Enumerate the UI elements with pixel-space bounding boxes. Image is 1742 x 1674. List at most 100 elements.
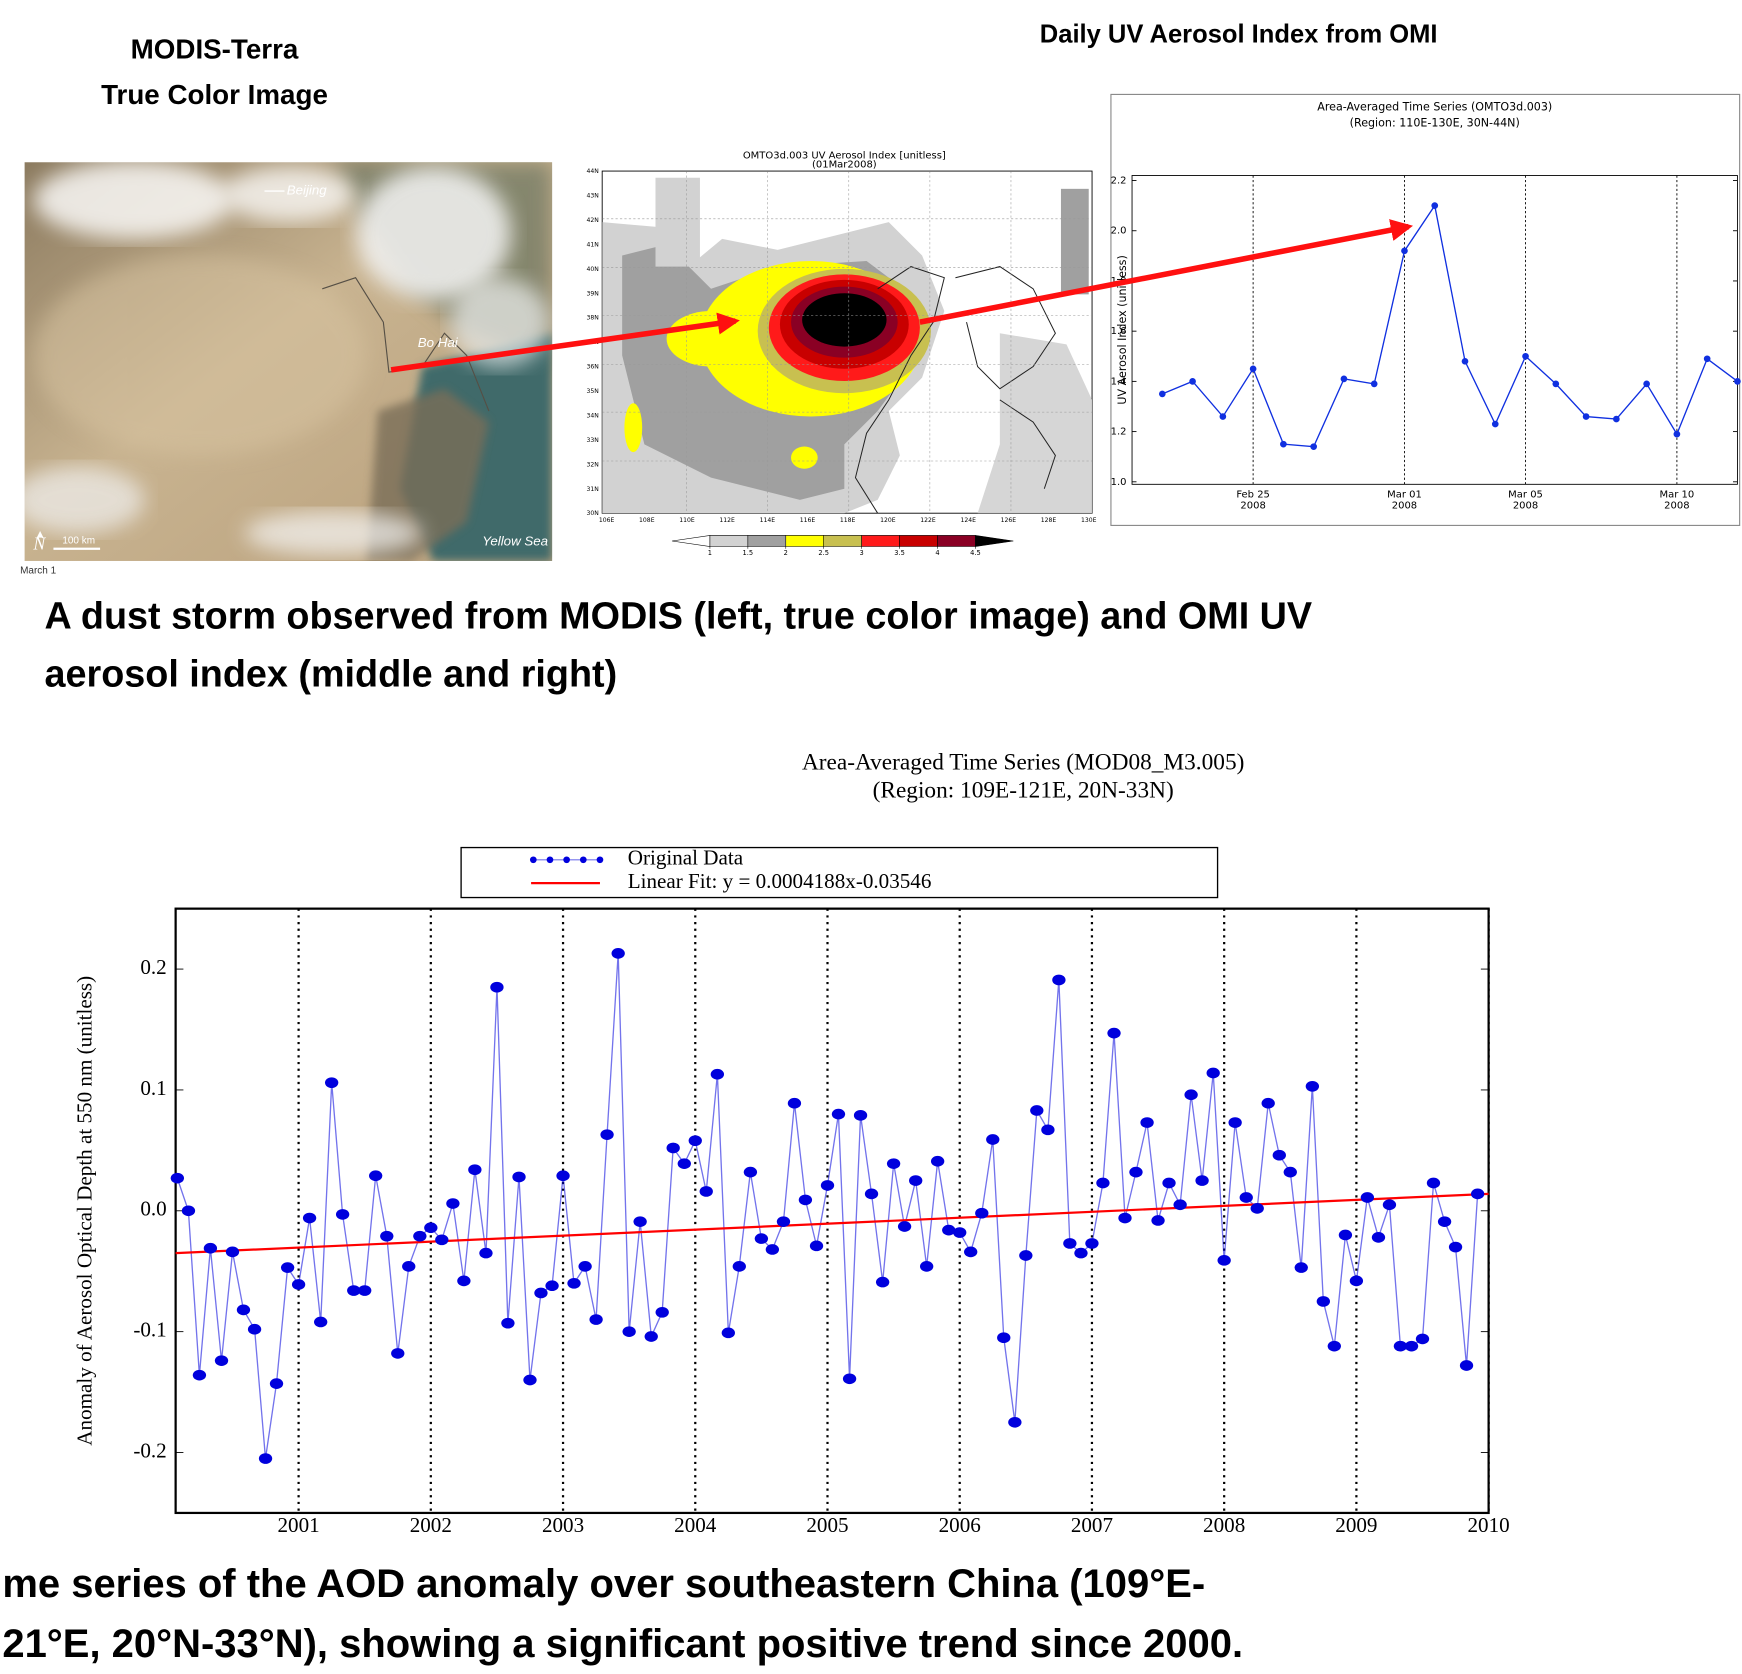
data-point — [919, 1261, 934, 1272]
data-point — [578, 1261, 592, 1272]
data-point — [997, 1332, 1011, 1344]
data-point — [986, 1134, 1000, 1145]
data-point — [1552, 380, 1560, 388]
x-tick-label: Mar 05 2008 — [1508, 489, 1543, 511]
data-point — [611, 948, 625, 959]
data-point — [1370, 380, 1378, 388]
data-point — [225, 1246, 240, 1258]
y-axis-label: UV Aerosol Index (unitless) — [1116, 255, 1129, 404]
data-point — [413, 1230, 427, 1242]
data-point — [942, 1224, 956, 1236]
data-point — [1522, 352, 1529, 360]
data-point — [622, 1326, 636, 1337]
data-point — [501, 1317, 515, 1329]
data-point — [875, 1276, 890, 1288]
data-point — [600, 1129, 614, 1140]
modis-image — [24, 162, 553, 561]
data-point — [1189, 378, 1196, 385]
lon-label: 126E — [1001, 517, 1017, 524]
data-point — [1643, 380, 1650, 388]
legend-label: Linear Fit: y = 0.0004188x-0.03546 — [628, 869, 932, 893]
data-point — [1217, 1255, 1231, 1266]
data-point — [1151, 1215, 1165, 1226]
image-label: Beijing — [287, 183, 328, 198]
data-point — [1316, 1296, 1330, 1307]
map-title: OMTO3d.003 UV Aerosol Index [unitless] — [743, 151, 946, 162]
data-point — [787, 1097, 802, 1109]
data-point — [710, 1068, 725, 1080]
lat-label: 32N — [587, 461, 599, 468]
lat-label: 40N — [587, 266, 599, 273]
data-point — [1206, 1067, 1220, 1079]
lon-label: 124E — [960, 517, 976, 524]
data-point — [776, 1216, 791, 1227]
image-date: March 1 — [20, 566, 57, 577]
data-point — [897, 1221, 912, 1232]
plot-area — [170, 948, 1489, 1464]
data-point — [534, 1287, 548, 1299]
x-tick-label: Mar 01 2008 — [1387, 489, 1422, 511]
x-tick-label: 2010 — [1468, 1513, 1510, 1537]
lon-label: 118E — [840, 517, 856, 524]
data-point — [1158, 390, 1166, 398]
chart-subtitle: (Region: 109E-121E, 20N-33N) — [873, 777, 1174, 803]
data-point — [236, 1304, 251, 1316]
data-point — [842, 1373, 857, 1385]
data-point — [589, 1314, 603, 1325]
data-point — [1118, 1212, 1132, 1224]
data-point — [314, 1316, 328, 1328]
data-point — [853, 1109, 868, 1121]
modis-title: True Color Image — [101, 79, 328, 110]
data-point — [302, 1212, 317, 1224]
data-point — [964, 1246, 978, 1258]
data-point — [1470, 1188, 1485, 1200]
data-point — [1008, 1416, 1022, 1428]
lat-label: 43N — [587, 193, 599, 200]
colorbar-label: 1.5 — [743, 549, 754, 557]
lon-label: 128E — [1041, 517, 1057, 524]
image-label: 100 km — [62, 536, 95, 547]
data-point — [1404, 1340, 1419, 1352]
lat-label: 36N — [587, 364, 599, 371]
data-point — [975, 1207, 989, 1219]
data-point — [1360, 1192, 1375, 1203]
data-point — [1673, 430, 1681, 438]
lat-label: 41N — [587, 241, 599, 248]
x-tick-label: Mar 10 2008 — [1660, 489, 1695, 511]
data-point — [820, 1180, 835, 1191]
data-point — [170, 1172, 185, 1184]
data-point — [335, 1209, 350, 1220]
omi-title: Daily UV Aerosol Index from OMI — [1040, 20, 1438, 48]
y-tick-label: -0.1 — [133, 1317, 166, 1341]
data-point — [864, 1188, 879, 1200]
data-point — [1703, 355, 1711, 363]
lat-label: 44N — [587, 168, 599, 175]
data-point — [1327, 1340, 1341, 1352]
data-point — [556, 1170, 570, 1182]
caption: aerosol index (middle and right) — [45, 653, 618, 695]
data-point — [181, 1205, 196, 1217]
data-point — [479, 1247, 493, 1259]
chart-subtitle: (Region: 110E-130E, 30N-44N) — [1350, 116, 1520, 129]
y-tick-label: 0.1 — [140, 1076, 166, 1100]
data-point — [633, 1216, 647, 1227]
data-line — [1162, 203, 1738, 448]
data-point — [203, 1242, 218, 1254]
data-point — [258, 1453, 273, 1464]
modis-title: MODIS-Terra — [131, 33, 299, 64]
data-point — [1426, 1177, 1441, 1189]
x-tick-label: 2005 — [806, 1513, 848, 1537]
lon-label: 106E — [599, 517, 615, 524]
lon-label: 130E — [1081, 517, 1097, 524]
legend-box — [460, 846, 1219, 899]
lon-label: 112E — [719, 517, 735, 524]
data-point — [269, 1378, 284, 1389]
lat-label: 39N — [587, 290, 599, 297]
data-point — [1280, 440, 1287, 448]
data-point — [1162, 1177, 1176, 1189]
data-point — [512, 1171, 526, 1183]
y-tick-label: 2.2 — [1111, 176, 1127, 187]
data-point — [1063, 1238, 1077, 1249]
data-point — [1371, 1232, 1386, 1243]
